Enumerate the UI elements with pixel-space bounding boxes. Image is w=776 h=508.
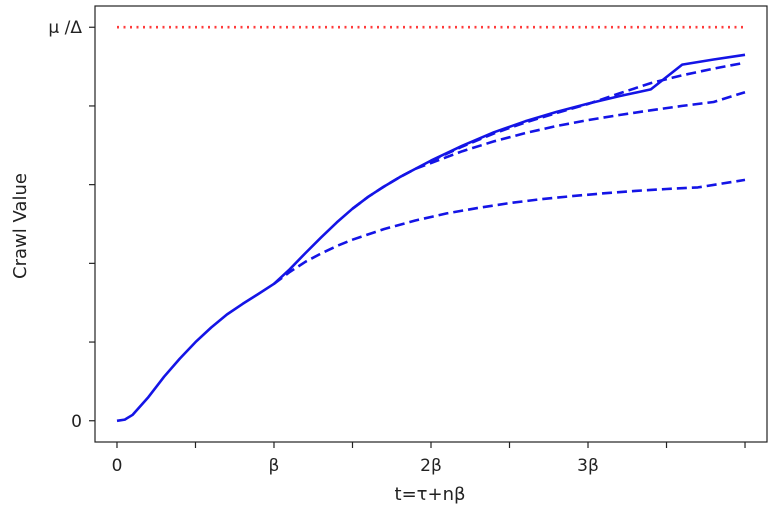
series-line-solid xyxy=(116,53,746,423)
plot-area xyxy=(94,5,768,443)
x-tick-label: β xyxy=(269,456,280,476)
y-axis-label: Crawl Value xyxy=(10,173,31,279)
series-line-dashed-2 xyxy=(430,61,746,163)
y-tick-label: 0 xyxy=(71,412,82,432)
x-axis-ticks: 0 β 2β 3β xyxy=(112,442,746,476)
y-tick-label: μ /Δ xyxy=(48,18,82,38)
x-axis-label: t=τ+nβ xyxy=(395,484,466,505)
chart-series xyxy=(116,25,746,423)
x-tick-label: 2β xyxy=(420,456,442,476)
x-tick-label: 0 xyxy=(112,456,123,476)
y-axis-ticks: 0 μ /Δ xyxy=(48,18,95,432)
x-tick-label: 3β xyxy=(577,456,599,476)
series-line-dashed-4 xyxy=(273,178,746,285)
series-line-dashed-3 xyxy=(351,90,746,210)
